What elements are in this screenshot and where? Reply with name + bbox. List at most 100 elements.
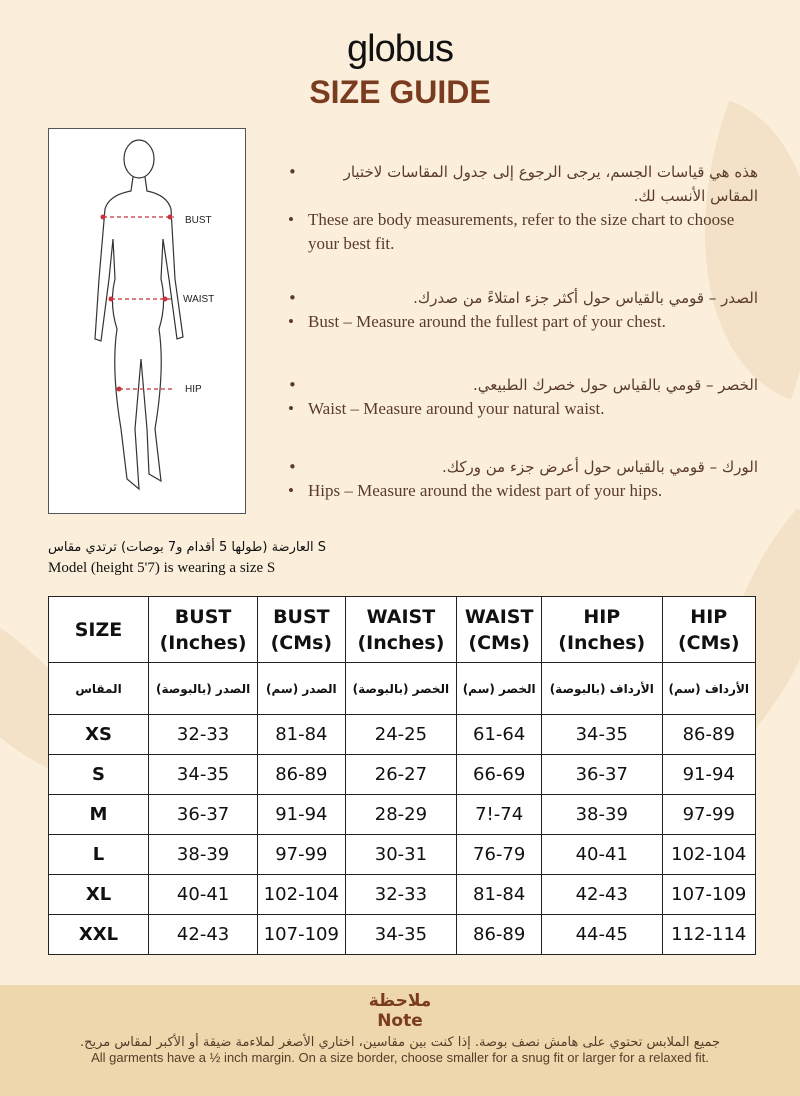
- bullet-en: These are body measurements, refer to th…: [288, 208, 758, 256]
- bullet-group-bust: • الصدر – قومي بالقياس حول أكثر جزء امتلا…: [288, 286, 758, 334]
- column-header: WAIST (CMs): [456, 596, 543, 663]
- arabic-column-header: المقاس: [48, 662, 149, 715]
- model-info-ar: العارضة (طولها 5 أقدام و7 بوصات) ترتدي م…: [48, 540, 327, 555]
- size-cell: XXL: [48, 914, 149, 955]
- measurement-cell: 107-109: [257, 914, 346, 955]
- bullet-group-waist: • الخصر – قومي بالقياس حول خصرك الطبيعي. …: [288, 373, 758, 421]
- bullet-ar: • الصدر – قومي بالقياس حول أكثر جزء امتلا…: [288, 289, 758, 307]
- bust-label: BUST: [185, 215, 212, 226]
- table-row: S 34-35 86-89 26-27 66-69 36-37 91-94: [48, 754, 757, 795]
- column-header-line: WAIST: [366, 605, 436, 628]
- column-header-line: SIZE: [74, 618, 123, 641]
- table-row: L 38-39 97-99 30-31 76-79 40-41 102-104: [48, 834, 757, 875]
- column-header-line: (CMs): [270, 631, 333, 654]
- note-text-ar: جميع الملابس تحتوي على هامش نصف بوصة. إذ…: [79, 1035, 721, 1050]
- column-header-line: BUST: [273, 605, 330, 628]
- column-header-line: (Inches): [558, 631, 646, 654]
- table-row: M 36-37 91-94 28-29 7!-74 38-39 97-99: [48, 794, 757, 835]
- arabic-column-header: الأرداف (بالبوصة): [541, 662, 663, 715]
- column-header: BUST (CMs): [257, 596, 346, 663]
- measurement-cell: 38-39: [147, 834, 259, 875]
- measurement-cell: 7!-74: [456, 794, 543, 835]
- size-cell: XL: [48, 874, 149, 915]
- measurement-cell: 38-39: [541, 794, 663, 835]
- column-header: WAIST (Inches): [344, 596, 458, 663]
- column-header-line: (CMs): [468, 631, 530, 654]
- measurement-cell: 40-41: [541, 834, 663, 875]
- measurement-cell: 36-37: [147, 794, 259, 835]
- table-row: XL 40-41 102-104 32-33 81-84 42-43 107-109: [48, 874, 757, 915]
- arabic-column-header: الصدر (بالبوصة): [147, 662, 259, 715]
- column-header-line: (Inches): [357, 631, 445, 654]
- bullet-en: Bust – Measure around the fullest part o…: [288, 310, 758, 334]
- measurement-cell: 86-89: [456, 914, 543, 955]
- arabic-column-header: الأرداف (سم): [661, 662, 757, 715]
- measurement-cell: 42-43: [147, 914, 259, 955]
- hip-label: HIP: [185, 384, 202, 395]
- bullet-ar: • الورك – قومي بالقياس حول أعرض جزء من ور…: [288, 458, 758, 476]
- body-measurement-figure: BUST WAIST HIP: [48, 128, 246, 514]
- measurement-cell: 81-84: [257, 714, 346, 755]
- arabic-column-header: الخصر (سم): [456, 662, 543, 715]
- bullet-group-intro: • هذه هي قياسات الجسم، يرجى الرجوع إلى جد…: [288, 160, 758, 256]
- measurement-cell: 34-35: [541, 714, 663, 755]
- measurement-cell: 91-94: [257, 794, 346, 835]
- column-header: SIZE: [48, 596, 149, 663]
- model-info: العارضة (طولها 5 أقدام و7 بوصات) ترتدي م…: [48, 538, 326, 578]
- model-outline-icon: BUST WAIST HIP: [94, 139, 214, 491]
- measurement-cell: 24-25: [344, 714, 458, 755]
- measurement-cell: 61-64: [456, 714, 543, 755]
- arabic-header-row: المقاس الصدر (بالبوصة) الصدر (سم) الخصر (با…: [48, 662, 757, 715]
- measurement-cell: 40-41: [147, 874, 259, 915]
- model-info-en: Model (height 5'7) is wearing a size S: [48, 560, 276, 576]
- column-header-line: WAIST: [464, 605, 534, 628]
- measurement-cell: 112-114: [661, 914, 757, 955]
- waist-label: WAIST: [183, 294, 214, 305]
- measurement-cell: 42-43: [541, 874, 663, 915]
- note-title-en: Note: [377, 1011, 423, 1031]
- table-row: XS 32-33 81-84 24-25 61-64 34-35 86-89: [48, 714, 757, 755]
- measurement-cell: 86-89: [661, 714, 757, 755]
- measurement-cell: 86-89: [257, 754, 346, 795]
- size-cell: S: [48, 754, 149, 795]
- bullet-en: Waist – Measure around your natural wais…: [288, 397, 758, 421]
- measurement-cell: 34-35: [344, 914, 458, 955]
- size-table: SIZE BUST (Inches) BUST (CMs) WAIST (Inches) WA…: [48, 596, 757, 955]
- note-text-en: All garments have a ½ inch margin. On a …: [91, 1050, 709, 1065]
- column-header-line: HIP: [583, 605, 621, 628]
- column-header-line: HIP: [690, 605, 728, 628]
- measurement-cell: 91-94: [661, 754, 757, 795]
- measurement-cell: 36-37: [541, 754, 663, 795]
- measurement-cell: 97-99: [257, 834, 346, 875]
- column-header: HIP (CMs): [661, 596, 757, 663]
- note-section: ملاحظة Note جميع الملابس تحتوي على هامش …: [0, 985, 800, 1096]
- bullet-ar: • هذه هي قياسات الجسم، يرجى الرجوع إلى جد…: [288, 163, 758, 205]
- measurement-cell: 28-29: [344, 794, 458, 835]
- column-header: HIP (Inches): [541, 596, 663, 663]
- measurement-cell: 26-27: [344, 754, 458, 795]
- measurement-cell: 97-99: [661, 794, 757, 835]
- measurement-cell: 30-31: [344, 834, 458, 875]
- table-row: XXL 42-43 107-109 34-35 86-89 44-45 112-114: [48, 914, 757, 955]
- measurement-cell: 81-84: [456, 874, 543, 915]
- note-title-ar: ملاحظة: [368, 991, 432, 1011]
- bullet-en: Hips – Measure around the widest part of…: [288, 479, 758, 503]
- measurement-cell: 107-109: [661, 874, 757, 915]
- bullet-ar: • الخصر – قومي بالقياس حول خصرك الطبيعي.: [288, 376, 758, 394]
- arabic-column-header: الخصر (بالبوصة): [344, 662, 458, 715]
- measurement-cell: 76-79: [456, 834, 543, 875]
- measurement-cell: 44-45: [541, 914, 663, 955]
- page-title: SIZE GUIDE: [309, 74, 491, 110]
- column-header: BUST (Inches): [147, 596, 259, 663]
- bullet-group-hips: • الورك – قومي بالقياس حول أعرض جزء من ور…: [288, 455, 758, 503]
- measurement-cell: 32-33: [344, 874, 458, 915]
- column-header-line: (Inches): [159, 631, 247, 654]
- measurement-cell: 34-35: [147, 754, 259, 795]
- size-cell: M: [48, 794, 149, 835]
- measurement-cell: 32-33: [147, 714, 259, 755]
- measurement-cell: 102-104: [661, 834, 757, 875]
- measurement-cell: 102-104: [257, 874, 346, 915]
- size-cell: XS: [48, 714, 149, 755]
- column-header-line: BUST: [174, 605, 232, 628]
- column-header-line: (CMs): [677, 631, 740, 654]
